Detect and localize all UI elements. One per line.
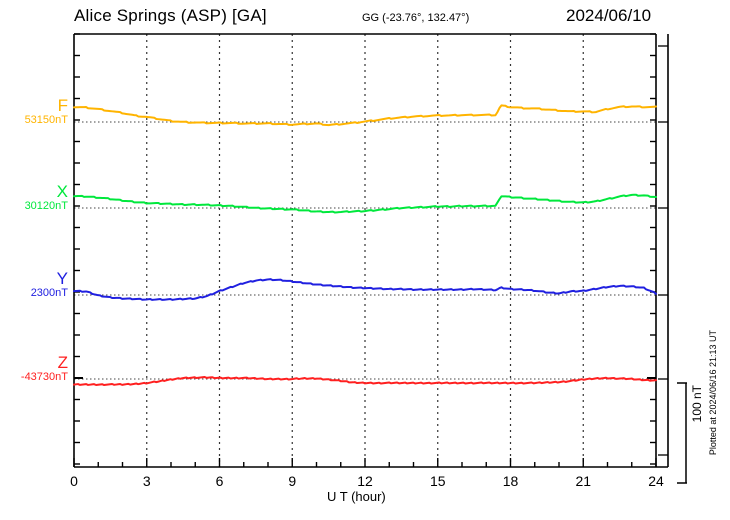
xaxis-tick-label: 15 [430,473,446,489]
component-label-f: F 53150nT [0,97,68,126]
trace-z [73,375,657,387]
component-letter: Z [57,353,68,372]
component-letter: X [56,182,68,201]
xaxis-tick-label: 6 [216,473,224,489]
component-baseline-value: 53150nT [24,113,68,126]
component-letter: Y [56,269,68,288]
trace-y [73,278,657,301]
component-label-x: X 30120nT [0,183,68,212]
component-baseline-value: 30120nT [24,199,68,212]
geographic-coordinates: GG (-23.76°, 132.47°) [362,12,470,24]
plotted-timestamp: Plotted at 2024/06/16 21:13 UT [708,330,718,456]
trace-f [73,104,657,127]
station-title: Alice Springs (ASP) [GA] [74,6,267,25]
trace-x [73,193,657,214]
xaxis-tick-label: 3 [143,473,151,489]
component-baseline-value: -43730nT [20,370,68,383]
component-label-z: Z -43730nT [0,354,68,383]
xaxis-title: U T (hour) [327,489,386,504]
xaxis-tick-label: 21 [575,473,591,489]
component-label-y: Y 2300nT [0,270,68,299]
component-letter: F [57,96,68,115]
scale-bar-label: 100 nT [690,385,704,423]
component-baseline-value: 2300nT [30,286,68,299]
xaxis-tick-label: 24 [648,473,664,489]
xaxis-tick-label: 12 [357,473,373,489]
xaxis-tick-label: 18 [503,473,519,489]
xaxis-tick-label: 0 [70,473,78,489]
xaxis-tick-label: 9 [288,473,296,489]
date-label: 2024/06/10 [566,6,652,25]
